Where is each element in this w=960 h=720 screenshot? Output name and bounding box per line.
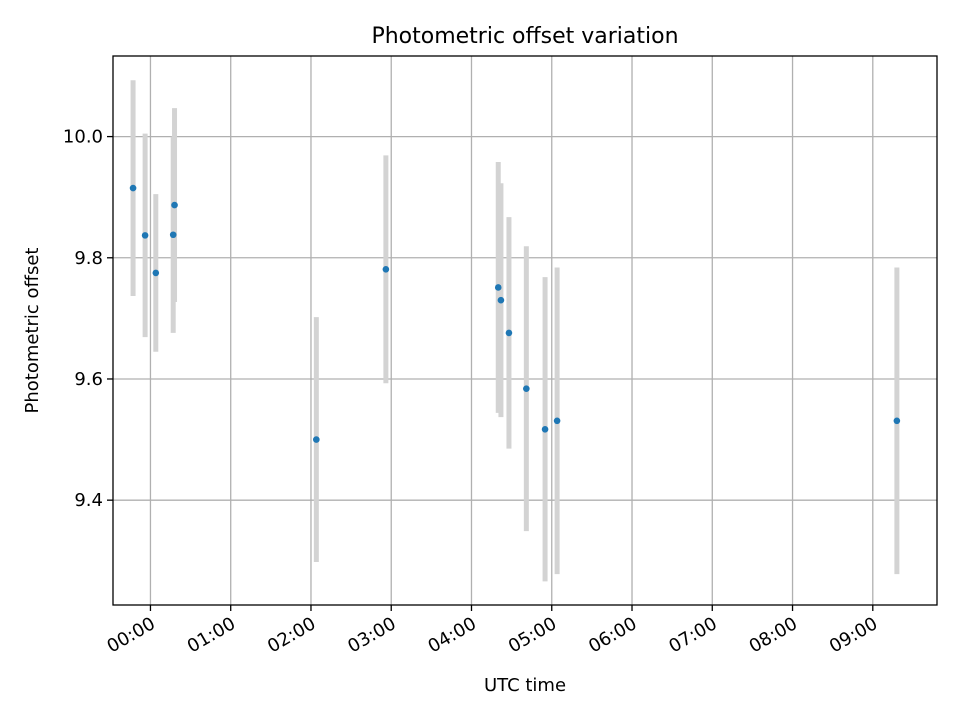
- data-point: [497, 296, 505, 304]
- data-point: [141, 232, 149, 239]
- y-tick-label: 10.0: [63, 127, 103, 148]
- data-point: [893, 417, 901, 425]
- data-point: [169, 231, 177, 239]
- y-tick-label: 9.6: [74, 369, 103, 390]
- data-point: [505, 329, 513, 337]
- y-axis-label: Photometric offset: [22, 248, 43, 414]
- data-point: [541, 425, 549, 433]
- data-point: [313, 436, 320, 443]
- data-point: [382, 265, 390, 273]
- data-points: [129, 184, 901, 443]
- data-point: [171, 201, 178, 209]
- data-point: [129, 184, 137, 192]
- chart-title: Photometric offset variation: [371, 24, 678, 49]
- x-axis-label: UTC time: [484, 675, 566, 696]
- data-point: [523, 385, 530, 392]
- data-point: [494, 284, 502, 291]
- data-point: [152, 269, 160, 277]
- plot-frame: [112, 55, 938, 606]
- y-tick-label: 9.4: [74, 490, 103, 511]
- data-point: [553, 417, 561, 425]
- y-tick-label: 9.8: [74, 248, 103, 269]
